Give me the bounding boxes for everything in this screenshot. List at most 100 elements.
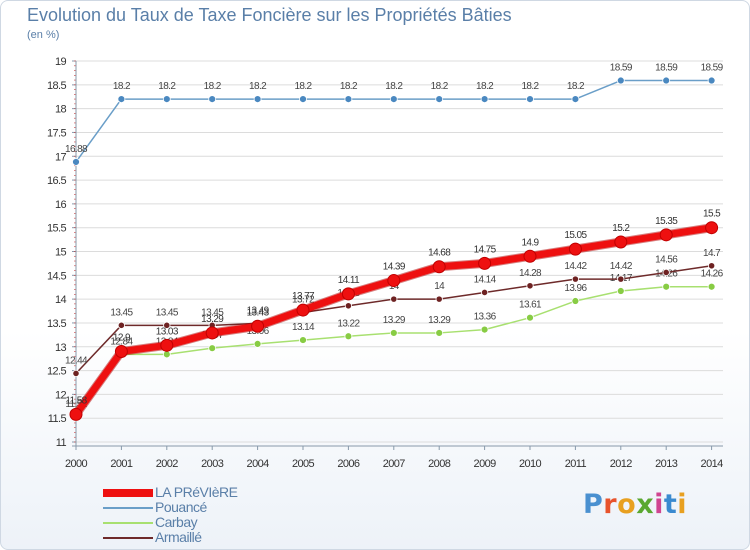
data-point: [571, 275, 580, 283]
data-point: [160, 338, 174, 352]
data-label: 13.29: [201, 314, 224, 325]
data-point: [72, 369, 80, 378]
data-point: [344, 95, 353, 103]
data-point: [389, 329, 398, 337]
data-point: [614, 235, 628, 249]
data-label: 13.22: [337, 318, 360, 329]
data-point: [616, 287, 625, 295]
data-point: [296, 303, 310, 317]
data-point: [523, 249, 537, 263]
x-tick-label: 2013: [655, 458, 678, 470]
series-la-previere: 11.58 12.9 13.03 13.29 13.43 13.77 14.11 14.39 1…: [65, 209, 722, 421]
data-point: [659, 228, 673, 242]
legend-swatch: [103, 536, 153, 539]
y-tick-label: 15: [55, 247, 67, 259]
series-line: [75, 79, 712, 163]
y-tick-label: 12.5: [47, 366, 66, 378]
data-label: 13.03: [156, 326, 179, 337]
data-label: 14.14: [474, 274, 497, 285]
data-point: [162, 95, 171, 103]
data-label: 12.44: [65, 355, 88, 366]
y-tick-label: 15.5: [47, 223, 66, 235]
series-pouance: 16.88 18.2 18.2 18.2 18.2 18.2 18.2 18.2 18.2 18.…: [65, 63, 724, 166]
data-label: 18.2: [113, 81, 131, 92]
data-label: 12.84: [110, 336, 133, 347]
logo-letter: r: [603, 489, 618, 520]
data-label: 18.2: [476, 81, 494, 92]
data-point: [617, 275, 625, 283]
data-label: 15.05: [564, 230, 587, 241]
data-point: [662, 76, 671, 85]
legend-label: Armaillé: [155, 529, 202, 545]
data-point: [432, 260, 446, 274]
data-label: 14.42: [610, 261, 633, 272]
data-label: 13.36: [474, 312, 497, 323]
y-tick-label: 19: [55, 56, 67, 68]
data-label: 18.2: [521, 81, 539, 92]
data-label: 13.77: [292, 291, 315, 302]
series-line: [75, 285, 712, 418]
proxiti-logo: Proxiti: [583, 489, 687, 520]
x-tick-label: 2004: [247, 458, 270, 470]
logo-letter: t: [663, 489, 678, 520]
y-tick-label: 18: [55, 104, 67, 116]
data-point: [480, 95, 489, 103]
data-label: 14.56: [655, 254, 678, 265]
data-point: [526, 95, 534, 103]
legend-swatch: [103, 521, 153, 524]
x-tick-label: 2012: [610, 458, 633, 470]
y-tick-label: 11.5: [48, 413, 67, 425]
data-point: [344, 302, 352, 310]
legend-swatch: [103, 506, 153, 509]
data-point: [526, 282, 534, 290]
data-point: [435, 95, 444, 103]
data-label: 18.2: [567, 81, 585, 92]
y-tick-label: 17.5: [47, 127, 66, 139]
logo-letter: x: [636, 489, 655, 520]
data-label: 18.2: [340, 81, 358, 92]
data-label: 13.45: [156, 307, 179, 318]
data-point: [253, 95, 262, 103]
data-label: 14.68: [428, 248, 451, 259]
y-tick-label: 17: [55, 151, 67, 163]
data-label: 14.11: [338, 275, 360, 286]
data-label: 14: [434, 281, 445, 292]
data-label: 13.49: [247, 305, 270, 316]
data-point: [526, 313, 534, 322]
data-label: 18.59: [655, 63, 678, 74]
data-point: [571, 95, 580, 103]
data-point: [568, 242, 582, 256]
y-tick-label: 12: [55, 389, 67, 401]
data-label: 18.59: [610, 63, 633, 74]
logo-letter: o: [617, 489, 637, 520]
data-label: 14.42: [564, 261, 587, 272]
data-point: [251, 319, 265, 333]
data-point: [72, 158, 80, 166]
data-point: [480, 288, 489, 297]
data-point: [163, 321, 171, 329]
data-label: 13.45: [110, 307, 133, 318]
data-label: 12.9: [113, 333, 131, 344]
data-label: 18.2: [204, 81, 222, 92]
legend-item: Carbay: [103, 515, 237, 530]
data-point: [707, 262, 716, 270]
x-tick-label: 2009: [474, 458, 497, 470]
data-point: [705, 221, 719, 235]
data-point: [387, 274, 401, 288]
data-point: [435, 295, 443, 303]
x-tick-label: 2014: [701, 458, 724, 470]
data-point: [435, 329, 444, 337]
data-point: [662, 268, 670, 277]
data-point: [69, 407, 83, 421]
data-point: [707, 76, 716, 85]
data-label: 14.26: [701, 269, 724, 280]
data-label: 14.9: [521, 237, 539, 248]
y-tick-label: 11: [56, 437, 67, 449]
legend-item: LA PRéVIèRE: [103, 485, 238, 500]
x-tick-label: 2001: [110, 458, 133, 470]
series-armaille: 12.4413.4513.4513.4513.4913.7213.8614141…: [65, 248, 722, 378]
x-tick-label: 2000: [65, 458, 88, 470]
data-point: [208, 344, 217, 353]
data-label: 18.2: [294, 81, 312, 92]
data-point: [571, 297, 580, 305]
